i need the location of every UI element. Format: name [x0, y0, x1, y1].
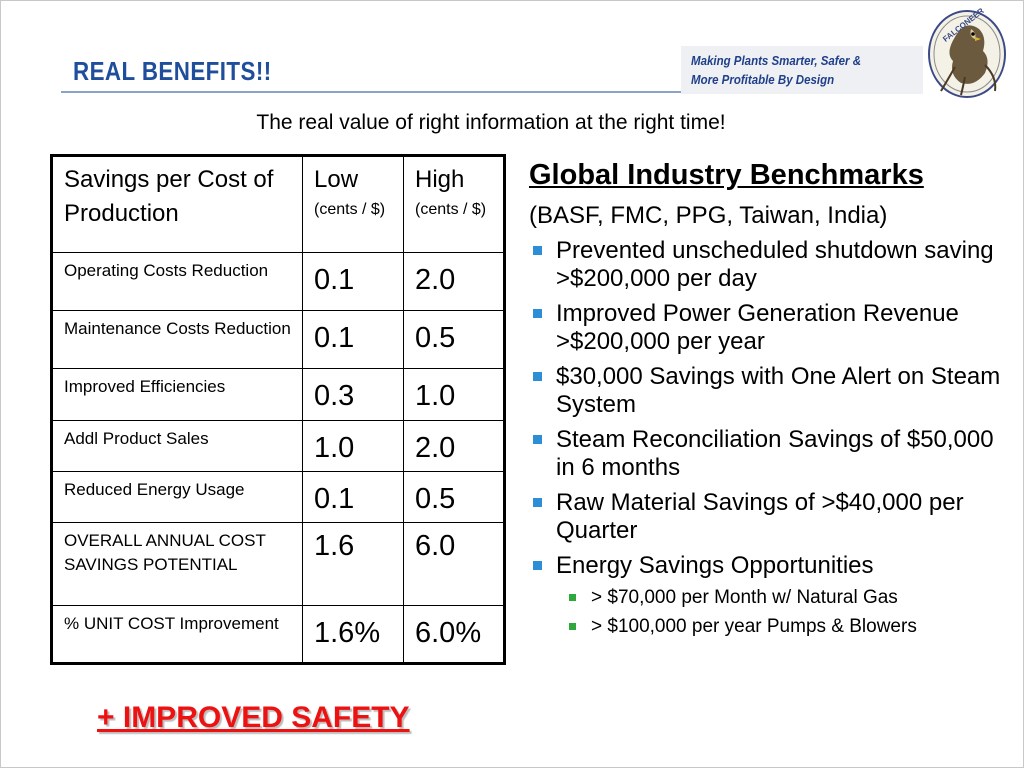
- row-label: OVERALL ANNUAL COST SAVINGS POTENTIAL: [51, 522, 303, 606]
- table-row: Operating Costs Reduction 0.1 2.0: [51, 252, 505, 311]
- sub-bullet-square-icon: [569, 594, 576, 601]
- table-header-row: Savings per Cost of Production Low (cent…: [51, 155, 505, 253]
- list-item-text: Raw Material Savings of >$40,000 per Qua…: [556, 489, 964, 544]
- row-low-value: 0.3: [302, 368, 404, 421]
- table-row: % UNIT COST Improvement 1.6% 6.0%: [51, 605, 505, 664]
- benchmarks-title: Global Industry Benchmarks: [529, 159, 924, 191]
- list-item-text: Prevented unscheduled shutdown saving >$…: [556, 237, 994, 292]
- row-low-value: 1.6: [302, 522, 404, 606]
- bullet-square-icon: [533, 561, 542, 570]
- tagline-line-1: Making Plants Smarter, Safer &: [691, 54, 862, 68]
- row-label: % UNIT COST Improvement: [51, 605, 303, 664]
- benchmarks-list: Prevented unscheduled shutdown saving >$…: [529, 237, 1009, 646]
- row-low-value: 0.1: [302, 471, 404, 523]
- improved-safety-callout: + IMPROVED SAFETY: [97, 701, 410, 734]
- header-cell-high: High (cents / $): [403, 155, 505, 253]
- bullet-square-icon: [533, 246, 542, 255]
- row-low-value: 0.1: [302, 252, 404, 311]
- list-item-text: Improved Power Generation Revenue >$200,…: [556, 300, 959, 355]
- row-low-value: 1.6%: [302, 605, 404, 664]
- row-high-value: 2.0: [403, 252, 505, 311]
- title-underline-rule: [61, 91, 681, 93]
- row-low-value: 0.1: [302, 310, 404, 369]
- sub-list-item: > $100,000 per year Pumps & Blowers: [556, 615, 1009, 639]
- list-item: $30,000 Savings with One Alert on Steam …: [529, 363, 1009, 419]
- row-high-value: 0.5: [403, 310, 505, 369]
- bullet-square-icon: [533, 309, 542, 318]
- header-cell-savings: Savings per Cost of Production: [51, 155, 303, 253]
- row-high-value: 2.0: [403, 420, 505, 472]
- header-savings-label: Savings per Cost of Production: [64, 166, 274, 227]
- list-item: Improved Power Generation Revenue >$200,…: [529, 300, 1009, 356]
- slide-subtitle: The real value of right information at t…: [256, 111, 726, 134]
- sub-list-item: > $70,000 per Month w/ Natural Gas: [556, 586, 1009, 610]
- row-label: Maintenance Costs Reduction: [51, 310, 303, 369]
- sub-list-item-text: > $70,000 per Month w/ Natural Gas: [591, 587, 898, 608]
- table-row: Improved Efficiencies 0.3 1.0: [51, 368, 505, 421]
- energy-sub-list: > $70,000 per Month w/ Natural Gas > $10…: [556, 586, 1009, 639]
- table-row: Maintenance Costs Reduction 0.1 0.5: [51, 310, 505, 369]
- sub-bullet-square-icon: [569, 623, 576, 630]
- list-item: Steam Reconciliation Savings of $50,000 …: [529, 426, 1009, 482]
- benchmarks-subtitle: (BASF, FMC, PPG, Taiwan, India): [529, 202, 888, 229]
- falconeer-logo-icon: FALCONEER: [928, 7, 1006, 98]
- row-label: Improved Efficiencies: [51, 368, 303, 421]
- benefits-table: Savings per Cost of Production Low (cent…: [50, 154, 506, 665]
- list-item-text: Steam Reconciliation Savings of $50,000 …: [556, 426, 994, 481]
- header-high-label: High: [415, 166, 465, 193]
- row-label: Operating Costs Reduction: [51, 252, 303, 311]
- table-row: Reduced Energy Usage 0.1 0.5: [51, 471, 505, 523]
- header-low-label: Low: [314, 166, 359, 193]
- list-item: Raw Material Savings of >$40,000 per Qua…: [529, 489, 1009, 545]
- row-high-value: 0.5: [403, 471, 505, 523]
- row-high-value: 6.0: [403, 522, 505, 606]
- list-item: Prevented unscheduled shutdown saving >$…: [529, 237, 1009, 293]
- row-high-value: 1.0: [403, 368, 505, 421]
- list-item: Energy Savings Opportunities > $70,000 p…: [529, 552, 1009, 639]
- slide-title: REAL BENEFITS!!: [73, 56, 272, 86]
- row-label: Addl Product Sales: [51, 420, 303, 472]
- bullet-square-icon: [533, 498, 542, 507]
- table-row: Addl Product Sales 1.0 2.0: [51, 420, 505, 472]
- tagline-box: Making Plants Smarter, Safer & More Prof…: [681, 46, 923, 94]
- row-low-value: 1.0: [302, 420, 404, 472]
- bullet-square-icon: [533, 435, 542, 444]
- row-label: Reduced Energy Usage: [51, 471, 303, 523]
- header-low-unit: (cents / $): [314, 201, 386, 218]
- list-item-text: $30,000 Savings with One Alert on Steam …: [556, 363, 1001, 418]
- sub-list-item-text: > $100,000 per year Pumps & Blowers: [591, 616, 917, 637]
- table-row: OVERALL ANNUAL COST SAVINGS POTENTIAL 1.…: [51, 522, 505, 606]
- bullet-square-icon: [533, 372, 542, 381]
- list-item-text: Energy Savings Opportunities: [556, 552, 874, 579]
- tagline-line-2: More Profitable By Design: [691, 73, 835, 87]
- header-cell-low: Low (cents / $): [302, 155, 404, 253]
- header-high-unit: (cents / $): [415, 201, 487, 218]
- row-high-value: 6.0%: [403, 605, 505, 664]
